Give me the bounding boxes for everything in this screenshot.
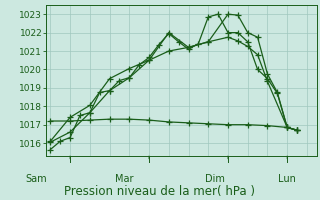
Text: Lun: Lun — [278, 174, 296, 184]
Text: Sam: Sam — [26, 174, 47, 184]
Text: Mar: Mar — [115, 174, 134, 184]
Text: Dim: Dim — [205, 174, 225, 184]
Text: Pression niveau de la mer( hPa ): Pression niveau de la mer( hPa ) — [65, 185, 255, 198]
